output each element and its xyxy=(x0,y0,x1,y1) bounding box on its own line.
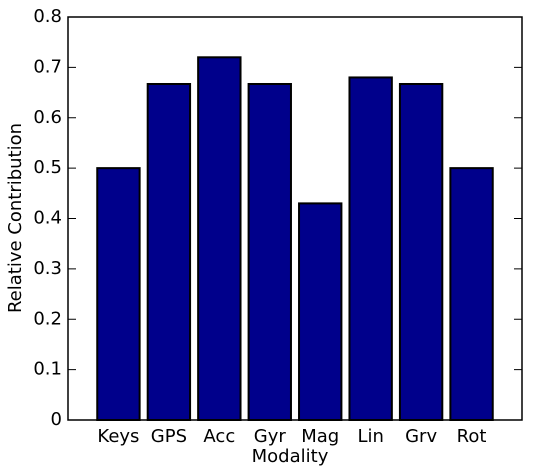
bar xyxy=(348,76,393,421)
bar xyxy=(146,82,192,421)
y-tick-label: 0.6 xyxy=(33,107,62,128)
y-tick-label: 0.1 xyxy=(33,359,62,380)
y-tick-label: 0 xyxy=(51,409,62,430)
bar xyxy=(398,82,444,421)
bar xyxy=(449,167,494,421)
y-tick-label: 0.5 xyxy=(33,157,62,178)
x-tick-label: Gyr xyxy=(254,426,287,447)
y-tick-label: 0.3 xyxy=(33,258,62,279)
bar xyxy=(96,167,141,421)
x-tick-label: Grv xyxy=(405,426,437,447)
y-tick-label: 0.7 xyxy=(33,56,62,77)
x-tick-label: Keys xyxy=(97,426,139,447)
x-tick-label: Lin xyxy=(357,426,383,447)
x-axis-label: Modality xyxy=(252,446,329,467)
x-tick-label: Mag xyxy=(301,426,339,447)
bar xyxy=(298,202,343,421)
y-tick-label: 0.4 xyxy=(33,208,62,229)
y-tick-label: 0.2 xyxy=(33,308,62,329)
x-tick-label: GPS xyxy=(151,426,187,447)
bar xyxy=(197,56,242,422)
x-tick-label: Rot xyxy=(457,426,487,447)
plot-frame xyxy=(67,16,523,421)
y-axis-label: Relative Contribution xyxy=(5,123,26,313)
y-tick-label: 0.8 xyxy=(33,6,62,27)
x-tick-label: Acc xyxy=(203,426,235,447)
bar xyxy=(247,82,292,421)
